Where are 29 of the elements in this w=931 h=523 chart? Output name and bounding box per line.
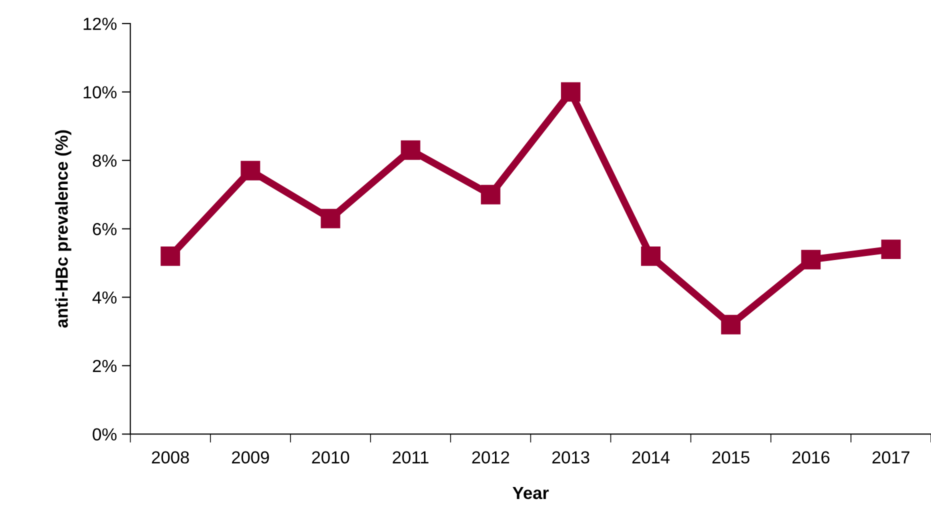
y-axis-title: anti-HBc prevalence (%) — [55, 130, 72, 328]
x-tick-label: 2008 — [152, 451, 189, 464]
point — [881, 240, 901, 260]
point — [721, 314, 741, 334]
x-axis-title: Year — [512, 487, 549, 500]
point — [801, 250, 821, 270]
point — [560, 82, 580, 102]
x-tick-label: 2014 — [632, 451, 670, 464]
y-tick-label: 4% — [92, 291, 117, 304]
x-tick-label: 2015 — [712, 451, 750, 464]
y-tick-label: 0% — [92, 428, 117, 441]
x-tick-label: 2009 — [232, 451, 269, 464]
x-tick-label: 2016 — [792, 451, 830, 464]
x-tick-label: 2013 — [552, 451, 590, 464]
x-tick-label: 2012 — [472, 451, 510, 464]
y-tick-label: 2% — [92, 360, 117, 372]
y-tick-label: 12% — [84, 18, 117, 30]
x-tick-label: 2010 — [312, 451, 350, 464]
x-tick-label: 2011 — [392, 451, 428, 464]
point — [240, 160, 260, 180]
point — [480, 184, 500, 204]
point — [400, 140, 420, 160]
point — [641, 246, 660, 266]
y-tick-label: 8% — [92, 154, 117, 167]
y-tick-label: 6% — [92, 222, 117, 236]
point — [160, 246, 180, 266]
x-tick-label: 2017 — [872, 451, 910, 464]
y-tick-label: 10% — [84, 86, 117, 98]
point — [320, 208, 340, 228]
